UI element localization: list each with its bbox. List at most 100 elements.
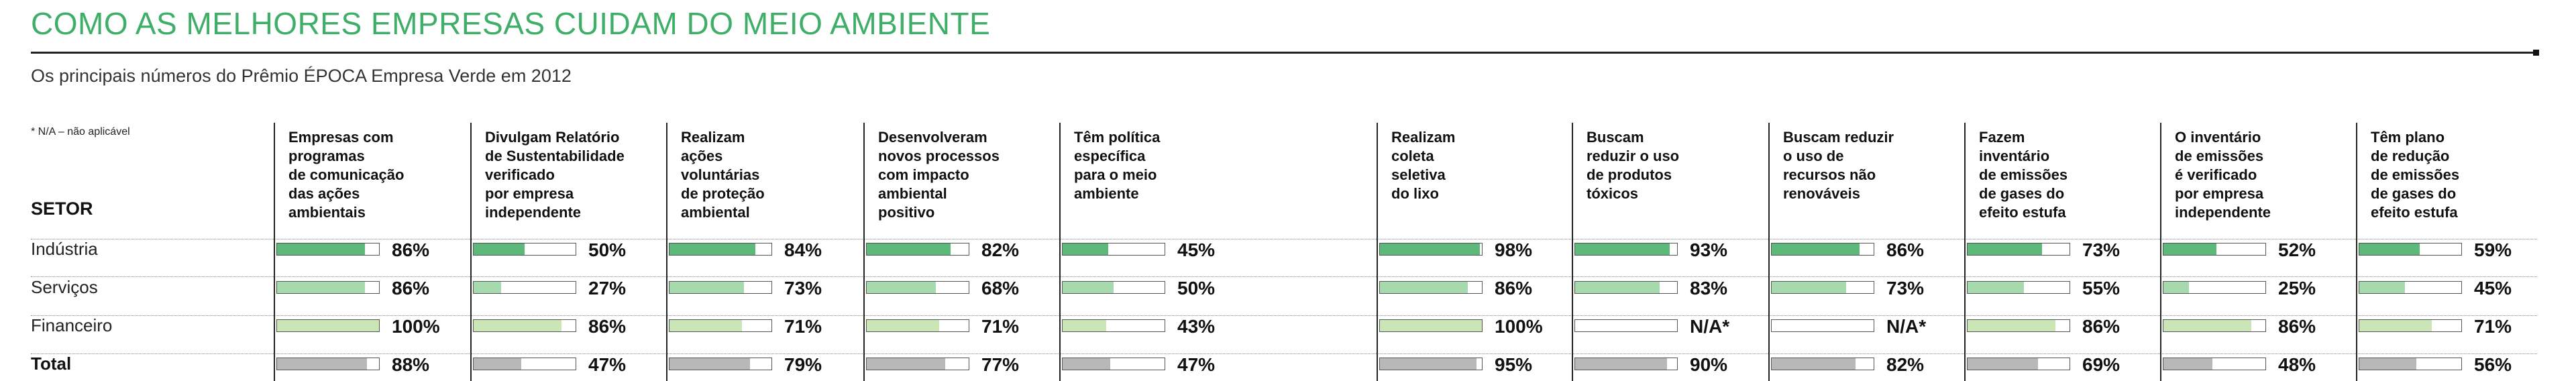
bar-cell: 86% [473, 316, 654, 337]
setor-header: SETOR [31, 199, 93, 219]
indicator-column: Têm plano de redução de emissões de gase… [2356, 123, 2542, 381]
bar-value-label: 45% [1177, 239, 1216, 260]
indicator-column: Realizam ações voluntárias de proteção a… [666, 123, 853, 381]
bar-cell: 73% [1771, 278, 1952, 298]
bar-value-label: 69% [2082, 354, 2121, 375]
bar-fill [2163, 243, 2217, 255]
bar-track [1379, 243, 1483, 256]
bar-value-label: 86% [588, 316, 627, 337]
bar-track [276, 281, 380, 294]
bar-track [866, 358, 969, 370]
bar-fill [2359, 320, 2432, 331]
bar-value-label: 55% [2082, 278, 2121, 298]
bar-value-label: 82% [981, 239, 1020, 260]
bar-fill [2359, 243, 2420, 255]
bar-fill [1063, 282, 1114, 293]
bar-track [1967, 358, 2070, 370]
bar-track [669, 358, 772, 370]
bar-track [2359, 358, 2462, 370]
bar-cell: 77% [866, 354, 1047, 375]
bar-cell: 86% [276, 278, 458, 298]
bar-cell: 48% [2163, 354, 2344, 375]
bar-value-label: 100% [1495, 316, 1543, 337]
bar-value-label: 90% [1690, 354, 1728, 375]
bar-track [473, 319, 576, 332]
bar-value-label: 56% [2474, 354, 2512, 375]
bar-track [2359, 281, 2462, 294]
indicator-column: Realizam coleta seletiva do lixo 98% 86% 10… [1377, 123, 1563, 381]
bar-track [2163, 319, 2266, 332]
bar-cell: 27% [473, 278, 654, 298]
bar-fill [1772, 282, 1846, 293]
bar-fill [277, 320, 379, 331]
bar-fill [1380, 320, 1482, 331]
bar-track [2359, 243, 2462, 256]
indicator-column: O inventário de emissões é verificado po… [2160, 123, 2347, 381]
bar-fill [277, 282, 365, 293]
bar-value-label: 59% [2474, 239, 2512, 260]
bar-value-label: 82% [1886, 354, 1925, 375]
bar-fill [1968, 358, 2038, 370]
bar-value-label: 73% [784, 278, 822, 298]
bar-fill [867, 358, 946, 370]
bar-fill [867, 320, 939, 331]
bar-fill [1772, 358, 1856, 370]
bar-track [1771, 243, 1874, 256]
bar-track [2359, 319, 2462, 332]
bar-cell: 73% [669, 278, 850, 298]
bar-track [1771, 281, 1874, 294]
bar-value-label: 68% [981, 278, 1020, 298]
row-label-3: Total [31, 353, 72, 374]
column-header: Buscam reduzir o uso de recursos não ren… [1783, 129, 1894, 202]
page-subtitle: Os principais números do Prêmio ÉPOCA Em… [31, 66, 572, 86]
bar-fill [1380, 358, 1477, 370]
bar-cell: 45% [2359, 278, 2540, 298]
bar-fill [1575, 282, 1660, 293]
bar-track [1574, 243, 1678, 256]
bar-cell: 84% [669, 239, 850, 260]
bar-cell: 50% [1062, 278, 1243, 298]
indicator-column: Empresas com programas de comunicação da… [274, 123, 460, 381]
bar-cell: 45% [1062, 239, 1243, 260]
bar-fill [1380, 243, 1480, 255]
bar-cell: 71% [669, 316, 850, 337]
bar-value-label: 73% [2082, 239, 2121, 260]
bar-fill [474, 358, 522, 370]
bar-track [1062, 243, 1165, 256]
bar-track [473, 358, 576, 370]
bar-fill [867, 282, 936, 293]
bar-track [1771, 319, 1874, 332]
bar-value-label: 47% [1177, 354, 1216, 375]
bar-cell: 86% [276, 239, 458, 260]
bar-value-label: 27% [588, 278, 627, 298]
bar-fill [2163, 358, 2212, 370]
bar-fill [474, 243, 525, 255]
bar-track [1967, 281, 2070, 294]
bar-value-label: 47% [588, 354, 627, 375]
bar-track [276, 358, 380, 370]
bar-cell: 90% [1574, 354, 1756, 375]
bar-track [276, 319, 380, 332]
indicator-column: Fazem inventário de emissões de gases do… [1964, 123, 2151, 381]
bar-track [1062, 358, 1165, 370]
bar-value-label: 71% [784, 316, 822, 337]
bar-track [1771, 358, 1874, 370]
bar-value-label: 43% [1177, 316, 1216, 337]
indicator-column: Desenvolveram novos processos com impact… [863, 123, 1050, 381]
indicator-column: Buscam reduzir o uso de produtos tóxicos… [1572, 123, 1758, 381]
bar-value-label: 86% [392, 239, 430, 260]
row-separator [31, 315, 2537, 316]
bar-value-label: 86% [1886, 239, 1925, 260]
bar-cell: 83% [1574, 278, 1756, 298]
bar-value-label: 83% [1690, 278, 1728, 298]
column-header: Divulgam Relatório de Sustentabilidade v… [485, 129, 625, 221]
bar-value-label: 86% [2082, 316, 2121, 337]
bar-cell: 50% [473, 239, 654, 260]
bar-value-label: 86% [1495, 278, 1533, 298]
bar-fill [669, 243, 755, 255]
bar-value-label: 73% [1886, 278, 1925, 298]
bar-value-label: 98% [1495, 239, 1533, 260]
bar-track [669, 281, 772, 294]
title-rule [31, 52, 2537, 54]
title-rule-end [2533, 50, 2539, 56]
